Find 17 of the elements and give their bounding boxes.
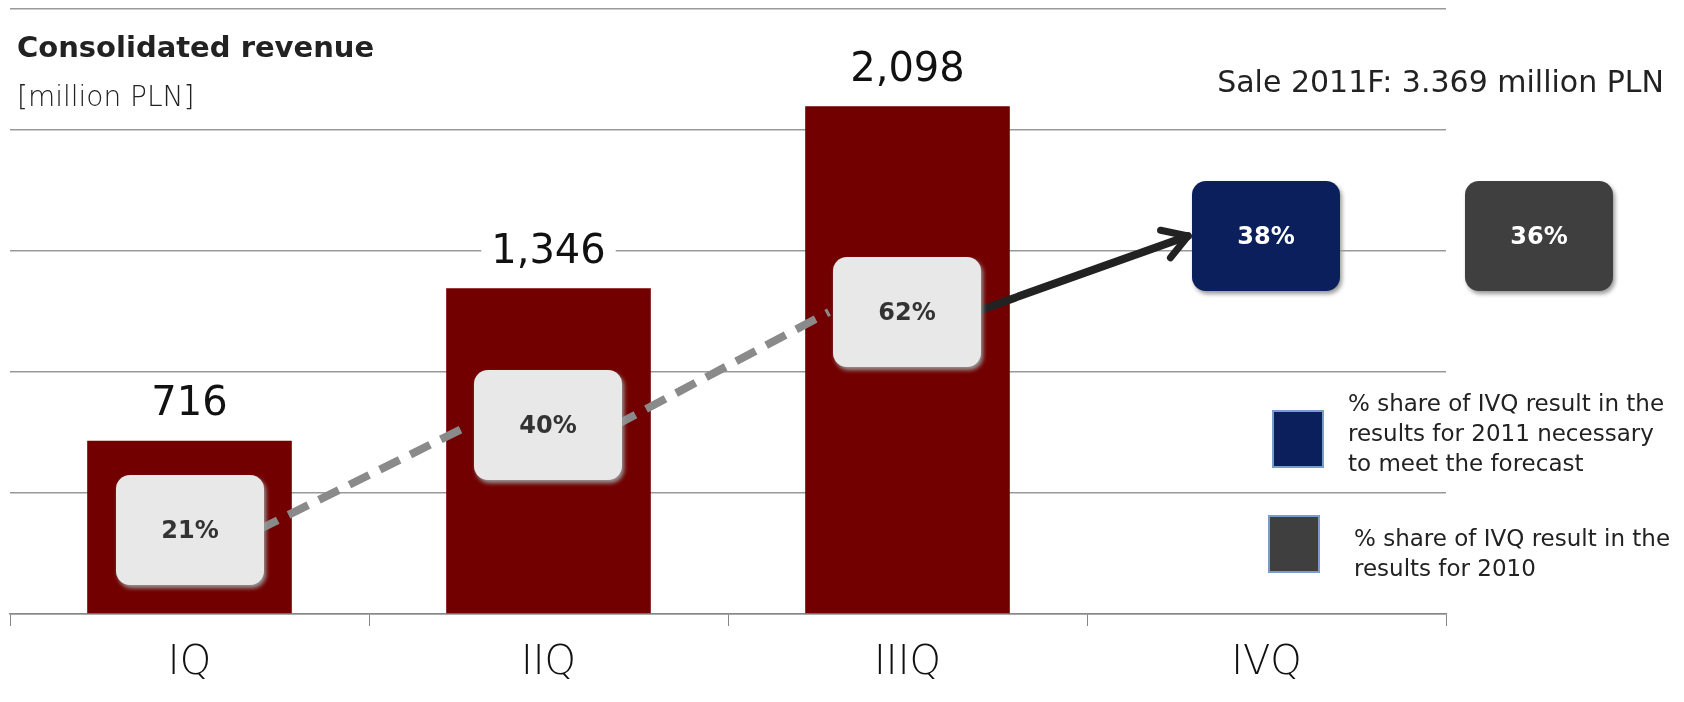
annotation: Sale 2011F: 3.369 million PLN	[1217, 64, 1664, 99]
rounded-box: 40%	[474, 370, 622, 480]
annotation: % share of IVQ result in the results for 2010	[1354, 524, 1672, 583]
data-label: 2,098	[850, 43, 965, 90]
x-tick-label: IQ	[167, 637, 212, 684]
rounded-box: 38%	[1192, 181, 1340, 291]
rounded-box: 62%	[833, 257, 981, 367]
rounded-box: 36%	[1465, 181, 1613, 291]
text: Consolidated revenue	[17, 30, 375, 64]
data-label: 716	[151, 378, 228, 425]
x-tick-label: IVQ	[1231, 637, 1302, 684]
x-tick-label: IIIQ	[874, 637, 941, 684]
text: [million PLN]	[17, 80, 195, 113]
annotation: % share of IVQ result in the results for 2011 necessary to meet the forecast	[1348, 389, 1666, 478]
rounded-box: 21%	[116, 475, 264, 585]
data-label: 1,346	[491, 225, 606, 272]
x-tick-label: IIQ	[520, 637, 577, 684]
